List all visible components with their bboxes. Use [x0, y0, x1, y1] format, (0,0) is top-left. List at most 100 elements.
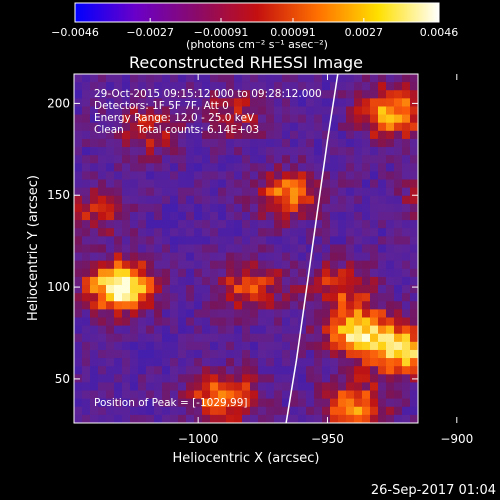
- heatmap-cell: [386, 252, 395, 262]
- y-tick-label: 200: [47, 96, 70, 110]
- heatmap-cell: [154, 220, 163, 229]
- heatmap-cell: [338, 366, 347, 375]
- heatmap-cell: [402, 179, 411, 189]
- heatmap-cell: [202, 260, 211, 270]
- heatmap-cell: [202, 122, 211, 132]
- heatmap-cell: [138, 293, 147, 302]
- heatmap-cell: [154, 155, 163, 164]
- heatmap-cell: [162, 382, 171, 391]
- heatmap-cell: [82, 171, 91, 180]
- heatmap-cell: [242, 414, 251, 423]
- heatmap-cell: [266, 203, 275, 213]
- heatmap-cell: [162, 82, 171, 91]
- heatmap-cell: [338, 317, 347, 327]
- heatmap-cell: [170, 130, 179, 140]
- heatmap-cell: [354, 187, 363, 197]
- heatmap-cell: [138, 211, 147, 221]
- heatmap-cell: [266, 268, 275, 278]
- heatmap-cell: [258, 98, 267, 107]
- heatmap-cell: [114, 406, 123, 416]
- heatmap-cell: [306, 138, 315, 148]
- heatmap-cell: [122, 349, 131, 359]
- heatmap-cell: [314, 228, 323, 237]
- heatmap-cell: [386, 382, 395, 391]
- heatmap-cell: [370, 195, 379, 205]
- heatmap-cell: [130, 325, 139, 335]
- heatmap-cell: [138, 382, 147, 391]
- heatmap-cell: [90, 398, 99, 408]
- heatmap-cell: [194, 82, 203, 91]
- heatmap-cell: [386, 358, 395, 367]
- heatmap-cell: [266, 122, 275, 132]
- heatmap-cell: [370, 301, 379, 310]
- heatmap-cell: [122, 406, 131, 416]
- heatmap-cell: [314, 171, 323, 180]
- heatmap-cell: [106, 211, 115, 221]
- heatmap-cell: [106, 114, 115, 124]
- heatmap-cell: [98, 325, 107, 335]
- heatmap-cell: [146, 122, 155, 132]
- heatmap-cell: [314, 301, 323, 310]
- heatmap-cell: [322, 114, 331, 124]
- heatmap-cell: [106, 179, 115, 189]
- heatmap-cell: [186, 333, 195, 343]
- heatmap-cell: [346, 325, 355, 335]
- heatmap-cell: [170, 293, 179, 302]
- heatmap-cell: [226, 82, 235, 91]
- heatmap-cell: [354, 122, 363, 132]
- heatmap-cell: [194, 211, 203, 221]
- heatmap-cell: [314, 122, 323, 132]
- heatmap-cell: [410, 220, 418, 229]
- heatmap-cell: [82, 317, 91, 327]
- heatmap-cell: [378, 349, 387, 359]
- heatmap-cell: [146, 285, 155, 294]
- heatmap-cell: [338, 220, 347, 229]
- heatmap-cell: [226, 382, 235, 391]
- heatmap-cell: [410, 203, 418, 213]
- heatmap-cell: [314, 244, 323, 253]
- heatmap-cell: [386, 228, 395, 237]
- heatmap-cell: [130, 398, 139, 408]
- heatmap-cell: [210, 163, 219, 172]
- heatmap-cell: [274, 147, 283, 156]
- heatmap-cell: [242, 130, 251, 140]
- heatmap-cell: [282, 82, 291, 91]
- heatmap-cell: [154, 163, 163, 172]
- heatmap-cell: [266, 171, 275, 180]
- heatmap-cell: [266, 414, 275, 423]
- heatmap-cell: [410, 414, 418, 423]
- heatmap-cell: [354, 211, 363, 221]
- heatmap-cell: [114, 187, 123, 197]
- heatmap-cell: [122, 195, 131, 205]
- heatmap-cell: [274, 90, 283, 99]
- heatmap-cell: [210, 285, 219, 294]
- heatmap-cell: [98, 138, 107, 148]
- heatmap-cell: [322, 390, 331, 400]
- heatmap-cell: [154, 228, 163, 237]
- heatmap-cell: [242, 155, 251, 164]
- heatmap-cell: [266, 382, 275, 391]
- heatmap-cell: [274, 406, 283, 416]
- heatmap-cell: [226, 293, 235, 302]
- heatmap-cell: [226, 390, 235, 400]
- heatmap-cell: [138, 74, 147, 83]
- heatmap-cell: [74, 301, 83, 310]
- heatmap-cell: [378, 252, 387, 262]
- heatmap-cell: [322, 203, 331, 213]
- heatmap-cell: [346, 138, 355, 148]
- heatmap-cell: [210, 236, 219, 245]
- heatmap-cell: [338, 203, 347, 213]
- heatmap-cell: [242, 228, 251, 237]
- heatmap-cell: [314, 317, 323, 327]
- heatmap-cell: [162, 122, 171, 132]
- heatmap-cell: [106, 122, 115, 132]
- heatmap-cell: [322, 358, 331, 367]
- heatmap-cell: [154, 414, 163, 423]
- heatmap-cell: [362, 358, 371, 367]
- heatmap-cell: [338, 171, 347, 180]
- heatmap-cell: [82, 98, 91, 107]
- heatmap-cell: [210, 211, 219, 221]
- heatmap-cell: [370, 211, 379, 221]
- heatmap-cell: [146, 366, 155, 375]
